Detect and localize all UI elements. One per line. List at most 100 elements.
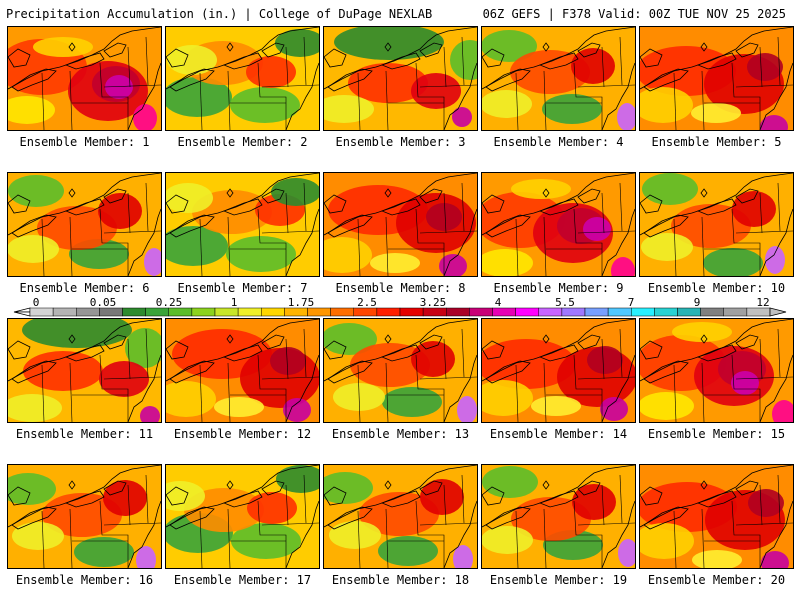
lake-outline	[327, 506, 373, 530]
lake-outline	[8, 486, 31, 506]
precip-blob	[33, 37, 93, 57]
map-outlines	[166, 27, 319, 130]
lake-outline	[735, 188, 759, 204]
legend-swatch	[330, 307, 354, 317]
state-line	[415, 62, 445, 130]
precip-map	[482, 465, 635, 568]
lake-outline	[103, 42, 127, 58]
ensemble-member-panel: Ensemble Member: 15	[639, 318, 794, 454]
state-line	[261, 522, 319, 526]
legend-tick-label: 1.75	[287, 296, 315, 309]
legend-swatch	[584, 307, 609, 317]
coastline	[601, 208, 635, 276]
state-line	[357, 218, 361, 276]
precip-blob	[166, 77, 232, 117]
precip-map	[166, 27, 319, 130]
map-panel	[323, 318, 478, 423]
precip-blob	[450, 40, 477, 80]
precip-blob	[772, 400, 793, 422]
state-line	[577, 84, 635, 88]
lake-outline	[324, 194, 347, 214]
coastline	[285, 62, 319, 130]
map-outlines	[166, 465, 319, 568]
state-line	[735, 230, 793, 234]
precip-blob	[283, 398, 311, 422]
lake-outline	[485, 214, 531, 238]
state-line	[543, 508, 547, 568]
precip-blob	[8, 235, 59, 263]
precip-blob	[411, 341, 455, 377]
station-marker	[542, 480, 550, 490]
precip-field	[166, 329, 319, 422]
state-line	[701, 508, 705, 568]
border-line	[640, 173, 793, 236]
precip-field	[324, 472, 473, 568]
precip-map	[8, 173, 161, 276]
lake-outline	[419, 334, 443, 350]
border-line	[8, 173, 161, 236]
map-outlines	[8, 465, 161, 568]
state-line	[443, 484, 447, 526]
ensemble-member-panel: Ensemble Member: 10	[639, 172, 794, 308]
state-line	[103, 376, 161, 380]
precip-blob	[98, 193, 142, 229]
precip-blob	[74, 537, 134, 567]
lake-outline	[419, 480, 443, 496]
precip-blob	[482, 466, 538, 498]
precip-blob	[426, 203, 462, 231]
map-outlines	[324, 173, 477, 276]
lake-outline	[261, 480, 285, 496]
state-line	[257, 354, 287, 422]
state-line	[419, 376, 477, 380]
station-marker	[68, 480, 76, 490]
precip-blob	[642, 173, 698, 205]
station-marker	[68, 42, 76, 52]
border-line	[482, 319, 635, 382]
state-line	[515, 510, 519, 568]
state-line	[227, 70, 231, 130]
precip-blob	[247, 492, 297, 524]
precip-blob	[226, 236, 296, 272]
map-panel	[7, 464, 162, 569]
map-outlines	[640, 27, 793, 130]
state-line	[127, 46, 131, 88]
state-line	[257, 208, 287, 276]
map-panel	[7, 318, 162, 423]
legend-swatch	[237, 307, 262, 317]
map-outlines	[640, 173, 793, 276]
precip-blob	[105, 75, 133, 99]
lake-outline	[577, 188, 601, 204]
legend-swatch	[214, 307, 239, 317]
state-line	[573, 500, 603, 568]
lake-outline	[482, 194, 505, 214]
lake-outline	[735, 480, 759, 496]
precip-blob	[732, 191, 776, 227]
lake-outline	[166, 194, 189, 214]
legend-swatch	[631, 307, 655, 317]
lake-outline	[169, 506, 215, 530]
state-line	[285, 338, 289, 380]
station-marker	[700, 334, 708, 344]
precip-blob	[571, 48, 615, 84]
map-outlines	[324, 319, 477, 422]
coastline	[443, 354, 477, 422]
state-line	[41, 364, 45, 422]
precip-blob	[510, 50, 590, 94]
precip-blob	[324, 95, 374, 123]
lake-outline	[482, 486, 505, 506]
state-line	[573, 62, 603, 130]
legend-swatch	[261, 307, 285, 317]
state-line	[777, 474, 781, 524]
member-label: Ensemble Member: 7	[177, 281, 308, 295]
map-outlines	[8, 27, 161, 130]
state-line	[199, 510, 203, 568]
state-line	[127, 338, 131, 380]
legend-arrow-left	[13, 311, 31, 317]
precip-blob	[641, 233, 693, 261]
precip-blob	[452, 107, 472, 127]
lake-outline	[380, 490, 421, 508]
legend-swatch	[677, 307, 701, 317]
lake-outline	[538, 490, 579, 508]
legend-swatch	[723, 307, 748, 317]
legend-swatch	[654, 307, 678, 317]
